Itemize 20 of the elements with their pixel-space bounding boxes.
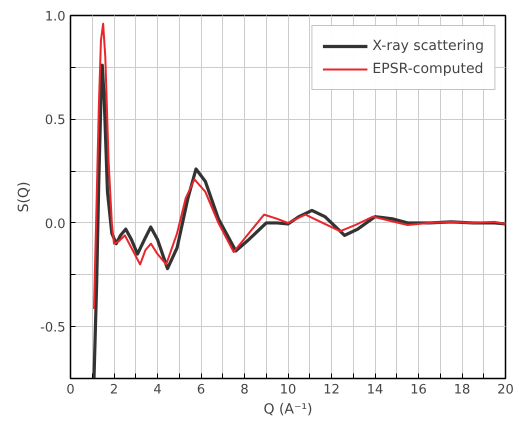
legend-label: X-ray scattering bbox=[372, 38, 484, 54]
legend-label: EPSR-computed bbox=[372, 61, 484, 77]
y-tick-label: 0.5 bbox=[44, 113, 66, 128]
line-series bbox=[92, 22, 506, 310]
x-axis-title: Q (A⁻¹) bbox=[264, 402, 312, 418]
x-tick-label: 20 bbox=[497, 382, 514, 398]
x-tick-label: 18 bbox=[454, 382, 470, 398]
x-tick-label: 6 bbox=[196, 382, 206, 398]
x-tick-label: 16 bbox=[410, 382, 427, 398]
y-tick-label: -0.5 bbox=[40, 320, 66, 336]
x-tick-label: 2 bbox=[110, 382, 118, 398]
x-tick-label: 4 bbox=[153, 382, 162, 398]
x-tick-label: 14 bbox=[366, 382, 384, 398]
y-tick-label: 1.0 bbox=[44, 10, 66, 24]
y-axis-title: S(Q) bbox=[16, 182, 32, 212]
x-tick-label: 8 bbox=[240, 382, 249, 398]
x-tick-label: 12 bbox=[323, 382, 340, 398]
x-tick-label: 0 bbox=[66, 382, 75, 398]
x-tick-label: 10 bbox=[280, 382, 296, 398]
y-tick-label: 0.0 bbox=[44, 216, 66, 232]
